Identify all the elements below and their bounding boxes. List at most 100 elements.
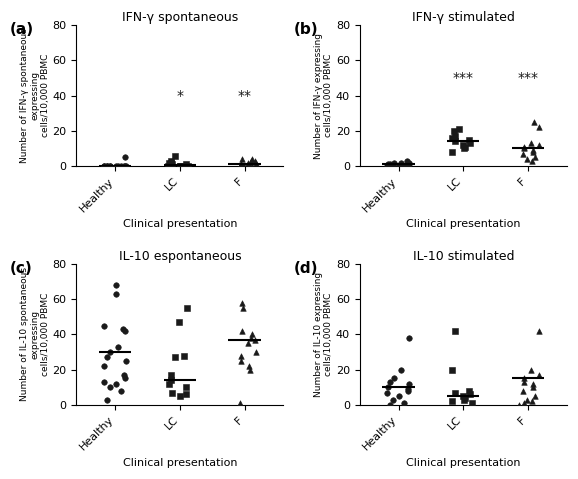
Point (105, 348, 114, 356)
Point (451, 137, 460, 145)
Text: (d): (d) (294, 261, 318, 276)
Point (113, 343, 122, 351)
Point (238, 299, 247, 307)
Point (459, 145, 468, 152)
Point (243, 340, 252, 347)
Point (121, 162, 131, 170)
Point (458, 141, 468, 149)
Point (112, 281, 121, 289)
Point (523, 155, 532, 163)
Point (459, 396, 468, 403)
Point (102, 162, 112, 170)
Y-axis label: Number of IL-10 expressing
cells/10,000 PBMC: Number of IL-10 expressing cells/10,000 … (314, 272, 333, 397)
Point (235, 399, 244, 407)
X-axis label: Clinical presentation: Clinical presentation (406, 458, 521, 468)
Point (447, 366, 457, 374)
Point (402, 157, 412, 165)
Point (403, 387, 413, 395)
Point (454, 125, 464, 133)
Y-axis label: Number of IFN-γ expressing
cells/10,000 PBMC: Number of IFN-γ expressing cells/10,000 … (314, 33, 333, 159)
Point (111, 290, 120, 298)
Point (458, 392, 468, 400)
Point (529, 383, 538, 391)
Point (235, 162, 244, 170)
Point (102, 354, 112, 361)
Point (529, 148, 538, 156)
Point (520, 145, 529, 152)
Point (99, 322, 108, 330)
Point (99, 162, 109, 170)
Point (383, 383, 392, 391)
Point (535, 371, 544, 379)
Point (99, 378, 109, 386)
Point (250, 157, 260, 165)
Point (243, 159, 252, 166)
Title: IL-10 espontaneous: IL-10 espontaneous (118, 250, 241, 263)
Point (105, 383, 114, 391)
Point (388, 162, 398, 170)
Point (465, 139, 474, 147)
Point (397, 366, 406, 374)
Point (460, 143, 469, 150)
Point (465, 387, 474, 395)
Point (447, 398, 456, 405)
Point (523, 396, 532, 403)
Point (183, 304, 192, 312)
Point (121, 357, 131, 365)
Point (467, 399, 476, 407)
Point (386, 162, 395, 170)
Point (531, 392, 540, 400)
Point (395, 392, 404, 400)
Text: (b): (b) (294, 23, 318, 37)
Point (120, 162, 129, 170)
Point (460, 394, 469, 402)
Title: IL-10 stimulated: IL-10 stimulated (413, 250, 514, 263)
Point (528, 380, 538, 388)
Point (404, 334, 413, 342)
Point (112, 380, 121, 388)
Point (450, 127, 459, 135)
Point (247, 155, 257, 163)
Point (395, 162, 404, 170)
Point (247, 331, 257, 338)
X-axis label: Clinical presentation: Clinical presentation (123, 219, 237, 229)
Point (527, 157, 536, 165)
Point (244, 162, 254, 170)
Point (527, 139, 536, 147)
Point (175, 392, 184, 400)
Point (397, 159, 406, 166)
Point (164, 162, 173, 170)
Point (529, 118, 539, 126)
Point (118, 325, 128, 333)
Text: (a): (a) (10, 23, 34, 37)
X-axis label: Clinical presentation: Clinical presentation (123, 458, 237, 468)
Point (120, 375, 129, 382)
Point (405, 160, 414, 168)
Point (183, 162, 192, 170)
Point (176, 162, 186, 170)
Point (121, 327, 130, 335)
Point (236, 160, 246, 168)
Point (388, 396, 398, 403)
Point (238, 327, 247, 335)
Title: IFN-γ stimulated: IFN-γ stimulated (412, 11, 515, 24)
Text: **: ** (238, 89, 251, 103)
Point (166, 157, 176, 165)
Point (99, 362, 109, 370)
Point (171, 354, 180, 361)
Point (528, 147, 538, 154)
Point (450, 327, 460, 335)
Point (405, 380, 414, 388)
Point (534, 327, 543, 335)
Point (102, 162, 112, 170)
Point (166, 371, 176, 379)
Point (403, 162, 413, 170)
Point (383, 160, 392, 168)
Point (175, 162, 184, 170)
Point (239, 162, 249, 170)
Point (250, 336, 260, 343)
Point (239, 304, 248, 312)
Point (251, 159, 260, 166)
Point (105, 162, 114, 170)
Y-axis label: Number of IFN-γ spontaneous
expressing
cells/10,000 PBMC: Number of IFN-γ spontaneous expressing c… (20, 28, 50, 163)
